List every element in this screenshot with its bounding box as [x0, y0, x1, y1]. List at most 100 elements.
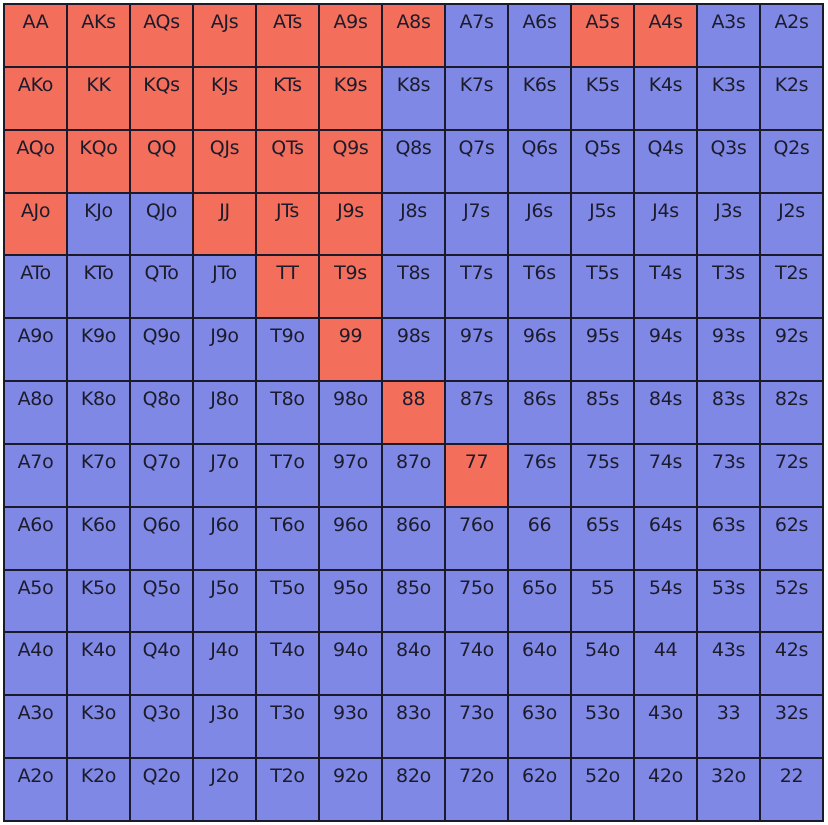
hand-cell-83o[interactable]: 83o [383, 696, 444, 758]
hand-cell-aqo[interactable]: AQo [5, 130, 66, 192]
hand-cell-t4s[interactable]: T4s [635, 256, 696, 318]
hand-cell-93o[interactable]: 93o [320, 696, 381, 758]
hand-cell-a4s[interactable]: A4s [635, 5, 696, 66]
hand-cell-42o[interactable]: 42o [635, 759, 696, 820]
hand-cell-a8s[interactable]: A8s [383, 5, 444, 66]
hand-cell-96s[interactable]: 96s [509, 319, 570, 381]
hand-cell-j7s[interactable]: J7s [446, 193, 507, 255]
hand-cell-62s[interactable]: 62s [761, 507, 822, 569]
hand-cell-82s[interactable]: 82s [761, 382, 822, 443]
hand-cell-32o[interactable]: 32o [698, 759, 759, 820]
hand-cell-q5o[interactable]: Q5o [131, 570, 192, 632]
hand-cell-tt[interactable]: TT [257, 256, 318, 318]
hand-cell-t5s[interactable]: T5s [572, 256, 633, 318]
hand-cell-t2s[interactable]: T2s [761, 256, 822, 318]
hand-cell-93s[interactable]: 93s [698, 319, 759, 381]
hand-cell-a2o[interactable]: A2o [5, 759, 66, 820]
hand-cell-65o[interactable]: 65o [509, 570, 570, 632]
hand-cell-j5s[interactable]: J5s [572, 193, 633, 255]
hand-cell-75s[interactable]: 75s [572, 444, 633, 506]
hand-cell-42s[interactable]: 42s [761, 633, 822, 695]
hand-cell-a6s[interactable]: A6s [509, 5, 570, 66]
hand-cell-a2s[interactable]: A2s [761, 5, 822, 66]
hand-cell-ato[interactable]: ATo [5, 256, 66, 318]
hand-cell-a9s[interactable]: A9s [320, 5, 381, 66]
hand-cell-76s[interactable]: 76s [509, 444, 570, 506]
hand-cell-k2s[interactable]: K2s [761, 67, 822, 129]
hand-cell-t4o[interactable]: T4o [257, 633, 318, 695]
hand-cell-k8s[interactable]: K8s [383, 67, 444, 129]
hand-cell-54o[interactable]: 54o [572, 633, 633, 695]
hand-cell-84s[interactable]: 84s [635, 382, 696, 443]
hand-cell-83s[interactable]: 83s [698, 382, 759, 443]
hand-cell-k3s[interactable]: K3s [698, 67, 759, 129]
hand-cell-96o[interactable]: 96o [320, 507, 381, 569]
hand-cell-64s[interactable]: 64s [635, 507, 696, 569]
hand-cell-q8o[interactable]: Q8o [131, 382, 192, 443]
hand-cell-j4o[interactable]: J4o [194, 633, 255, 695]
hand-cell-72s[interactable]: 72s [761, 444, 822, 506]
hand-cell-q2o[interactable]: Q2o [131, 759, 192, 820]
hand-cell-86s[interactable]: 86s [509, 382, 570, 443]
hand-cell-ako[interactable]: AKo [5, 67, 66, 129]
hand-cell-63o[interactable]: 63o [509, 696, 570, 758]
hand-cell-j3s[interactable]: J3s [698, 193, 759, 255]
hand-cell-44[interactable]: 44 [635, 633, 696, 695]
hand-cell-53s[interactable]: 53s [698, 570, 759, 632]
hand-cell-a7s[interactable]: A7s [446, 5, 507, 66]
hand-cell-j8s[interactable]: J8s [383, 193, 444, 255]
hand-cell-k8o[interactable]: K8o [68, 382, 129, 443]
hand-cell-kqs[interactable]: KQs [131, 67, 192, 129]
hand-cell-q4o[interactable]: Q4o [131, 633, 192, 695]
hand-cell-j9s[interactable]: J9s [320, 193, 381, 255]
hand-cell-aqs[interactable]: AQs [131, 5, 192, 66]
hand-cell-77[interactable]: 77 [446, 444, 507, 506]
hand-cell-97o[interactable]: 97o [320, 444, 381, 506]
hand-cell-jts[interactable]: JTs [257, 193, 318, 255]
hand-cell-q7s[interactable]: Q7s [446, 130, 507, 192]
hand-cell-98s[interactable]: 98s [383, 319, 444, 381]
hand-cell-j2s[interactable]: J2s [761, 193, 822, 255]
hand-cell-a3o[interactable]: A3o [5, 696, 66, 758]
hand-cell-j9o[interactable]: J9o [194, 319, 255, 381]
hand-cell-95s[interactable]: 95s [572, 319, 633, 381]
hand-cell-32s[interactable]: 32s [761, 696, 822, 758]
hand-cell-22[interactable]: 22 [761, 759, 822, 820]
hand-cell-a9o[interactable]: A9o [5, 319, 66, 381]
hand-cell-qjo[interactable]: QJo [131, 193, 192, 255]
hand-cell-98o[interactable]: 98o [320, 382, 381, 443]
hand-cell-82o[interactable]: 82o [383, 759, 444, 820]
hand-cell-t2o[interactable]: T2o [257, 759, 318, 820]
hand-cell-jj[interactable]: JJ [194, 193, 255, 255]
hand-cell-94s[interactable]: 94s [635, 319, 696, 381]
hand-cell-j2o[interactable]: J2o [194, 759, 255, 820]
hand-cell-85s[interactable]: 85s [572, 382, 633, 443]
hand-cell-a7o[interactable]: A7o [5, 444, 66, 506]
hand-cell-k5o[interactable]: K5o [68, 570, 129, 632]
hand-cell-k4s[interactable]: K4s [635, 67, 696, 129]
hand-cell-99[interactable]: 99 [320, 319, 381, 381]
hand-cell-t7o[interactable]: T7o [257, 444, 318, 506]
hand-cell-kts[interactable]: KTs [257, 67, 318, 129]
hand-cell-j4s[interactable]: J4s [635, 193, 696, 255]
hand-cell-33[interactable]: 33 [698, 696, 759, 758]
hand-cell-94o[interactable]: 94o [320, 633, 381, 695]
hand-cell-92s[interactable]: 92s [761, 319, 822, 381]
hand-cell-75o[interactable]: 75o [446, 570, 507, 632]
hand-cell-t9o[interactable]: T9o [257, 319, 318, 381]
hand-cell-73s[interactable]: 73s [698, 444, 759, 506]
hand-cell-62o[interactable]: 62o [509, 759, 570, 820]
hand-cell-j6s[interactable]: J6s [509, 193, 570, 255]
hand-cell-k2o[interactable]: K2o [68, 759, 129, 820]
hand-cell-95o[interactable]: 95o [320, 570, 381, 632]
hand-cell-a8o[interactable]: A8o [5, 382, 66, 443]
hand-cell-t3o[interactable]: T3o [257, 696, 318, 758]
hand-cell-87s[interactable]: 87s [446, 382, 507, 443]
hand-cell-kjs[interactable]: KJs [194, 67, 255, 129]
hand-cell-qq[interactable]: QQ [131, 130, 192, 192]
hand-cell-j7o[interactable]: J7o [194, 444, 255, 506]
hand-cell-k9o[interactable]: K9o [68, 319, 129, 381]
hand-cell-j6o[interactable]: J6o [194, 507, 255, 569]
hand-cell-85o[interactable]: 85o [383, 570, 444, 632]
hand-cell-ajo[interactable]: AJo [5, 193, 66, 255]
